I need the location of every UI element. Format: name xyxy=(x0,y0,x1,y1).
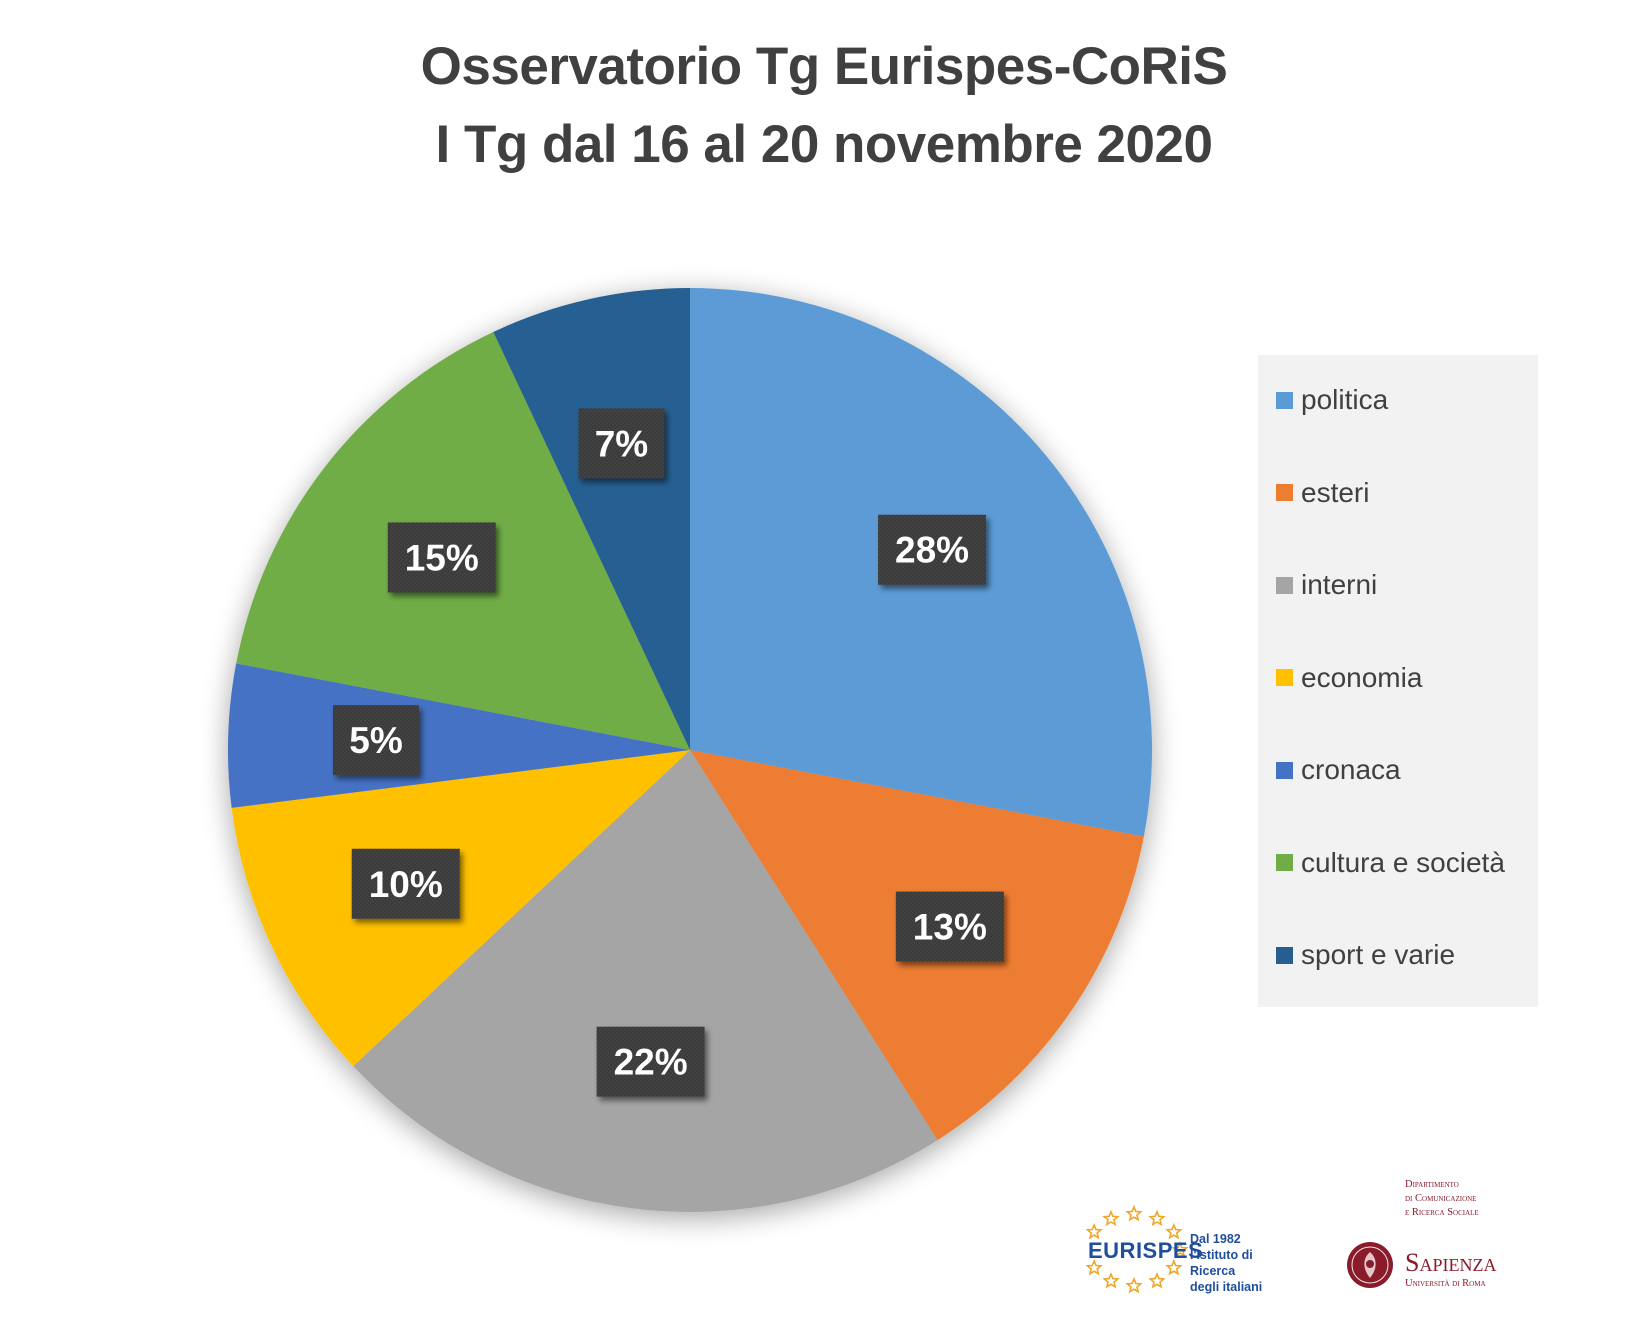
pie-slice-sport-e-varie xyxy=(493,288,690,750)
legend-label: esteri xyxy=(1301,476,1370,508)
eurispes-tagline: Dal 1982 l'Istituto di Ricerca degli ita… xyxy=(1190,1232,1263,1294)
legend-label: interni xyxy=(1301,569,1378,600)
legend-item-esteri: esteri xyxy=(1276,473,1369,513)
eurispes-logo: EURISPES Dal 1982 l'Istituto di Ricerca … xyxy=(1078,1205,1298,1295)
chart-title-block: Osservatorio Tg Eurispes-CoRiS I Tg dal … xyxy=(0,28,1648,184)
svg-text:5%: 5% xyxy=(349,720,402,761)
legend-swatch xyxy=(1276,391,1293,409)
eurispes-wordmark: EURISPES xyxy=(1088,1238,1204,1263)
legend-swatch xyxy=(1276,669,1293,686)
legend-swatch xyxy=(1276,761,1293,779)
chart-subtitle: I Tg dal 16 al 20 novembre 2020 xyxy=(435,115,1213,174)
svg-text:15%: 15% xyxy=(405,537,479,578)
legend-swatch xyxy=(1276,946,1293,964)
legend-label: cronaca xyxy=(1301,754,1401,785)
legend-swatch xyxy=(1276,484,1293,501)
data-label-economia: 10% xyxy=(351,848,460,919)
legend-label: politica xyxy=(1301,384,1389,415)
data-label-cronaca: 5% xyxy=(332,705,419,776)
svg-text:10%: 10% xyxy=(369,864,443,905)
legend-item-interni: interni xyxy=(1276,565,1377,605)
legend: politica esteri interni economia cronaca cult… xyxy=(1258,355,1538,1007)
sapienza-logo: Dipartimento di Comunicazione e Ricerca … xyxy=(1345,1178,1545,1298)
pie-slice-interni xyxy=(353,750,938,1212)
data-label-cultura-e-società: 15% xyxy=(387,522,496,593)
svg-text:22%: 22% xyxy=(614,1042,688,1083)
pie-slice-economia xyxy=(231,750,690,1067)
legend-label: cultura e società xyxy=(1301,846,1505,878)
sapienza-seal-icon xyxy=(1347,1242,1393,1288)
legend-item-sport-e-varie: sport e varie xyxy=(1276,935,1455,975)
data-label-interni: 22% xyxy=(596,1026,705,1097)
data-label-sport-e-varie: 7% xyxy=(578,408,665,479)
data-label-esteri: 13% xyxy=(895,891,1004,962)
data-label-politica: 28% xyxy=(878,514,987,585)
svg-text:7%: 7% xyxy=(595,423,648,464)
legend-label: economia xyxy=(1301,661,1423,693)
legend-swatch xyxy=(1276,854,1293,871)
legend-item-politica: politica xyxy=(1276,380,1388,420)
legend-item-cronaca: cronaca xyxy=(1276,750,1401,790)
sapienza-department: Dipartimento di Comunicazione e Ricerca … xyxy=(1405,1179,1479,1218)
svg-text:13%: 13% xyxy=(913,907,987,948)
sapienza-name: Sapienza xyxy=(1405,1248,1497,1277)
legend-swatch xyxy=(1276,576,1293,594)
sapienza-subtitle: Università di Roma xyxy=(1405,1278,1486,1289)
eurispes-stars-icon xyxy=(1085,1205,1189,1294)
svg-text:28%: 28% xyxy=(895,530,969,571)
legend-item-economia: economia xyxy=(1276,658,1422,698)
legend-label: sport e varie xyxy=(1301,939,1456,970)
legend-item-cultura-e-società: cultura e società xyxy=(1276,843,1505,883)
chart-title: Osservatorio Tg Eurispes-CoRiS xyxy=(420,37,1228,96)
